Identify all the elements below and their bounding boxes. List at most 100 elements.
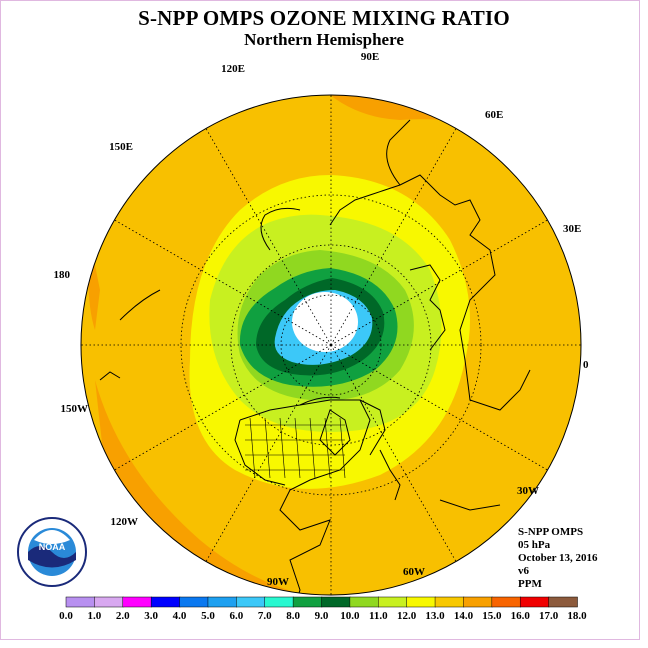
colorbar-swatch [179,596,209,608]
longitude-label: 0 [583,359,589,371]
colorbar-tick-label: 1.0 [88,610,102,622]
meridian-line [205,344,332,562]
colorbar-swatch [378,596,408,608]
info-block: S-NPP OMPS 05 hPa October 13, 2016 v6 PP… [518,526,598,591]
colorbar-tick-label: 2.0 [116,610,130,622]
coastline-segment [409,264,446,351]
logo-bird [34,530,70,544]
longitude-label: 90E [361,51,379,63]
colorbar-swatch [94,596,124,608]
longitude-label: 150W [61,403,89,415]
longitude-label: 90W [267,576,289,588]
colorbar-swatch [548,596,578,608]
logo-wave [28,546,76,568]
state-line [264,417,271,479]
orange-patch-top [330,95,520,140]
coastlines [99,119,531,595]
longitude-label: 120E [221,63,245,75]
longitude-label: 60W [403,566,425,578]
colorbar-tick-label: 7.0 [258,610,272,622]
state-line [279,417,286,479]
colorbar-swatch [406,596,436,608]
longitude-label: 150E [109,141,133,153]
coastline-segment [99,371,121,381]
chart-title: S-NPP OMPS OZONE MIXING RATIO [138,6,510,30]
colorbar-swatch [264,596,294,608]
colorbar-tick-label: 17.0 [539,610,559,622]
colorbar-tick-label: 11.0 [369,610,388,622]
meridian-line [330,344,457,562]
longitude-label: 180 [54,269,71,281]
colorbar-tick-label: 4.0 [173,610,187,622]
colorbar-swatch [321,596,351,608]
chart-subtitle: Northern Hemisphere [244,30,404,49]
info-instrument: S-NPP OMPS [518,526,584,538]
state-line [324,417,331,479]
coastline-segment [386,119,411,186]
coastline-segment [359,399,386,456]
coastline-segment [239,399,371,595]
meridian-line [330,344,548,471]
coastline-segment [379,449,401,501]
colorbar-tick-label: 0.0 [59,610,73,622]
meridian-line [114,219,332,346]
colorbar-swatch [292,596,323,608]
coastline-segment [329,174,531,411]
graticule [81,95,581,595]
meridian-line [330,128,457,346]
colorbar-swatch [122,596,152,608]
logo-text: NOAA [39,542,66,552]
coastline-segment [119,289,161,321]
longitude-label: 120W [111,516,139,528]
colorbar-swatch [434,596,465,608]
colorbar-swatch [207,596,238,608]
state-boundaries [245,417,346,479]
figure-frame [0,0,640,640]
colorbar: 0.0 1.0 2.0 3.0 4.0 5.0 6.0 7.0 8.0 9.0 10.0 11.0 12… [59,596,587,622]
colorbar-tick-label: 8.0 [286,610,300,622]
colorbar-tick-label: 3.0 [144,610,158,622]
colorbar-tick-label: 6.0 [229,610,243,622]
colorbar-swatch [463,596,493,608]
info-version: v6 [518,565,529,577]
colorbar-swatch [236,596,266,608]
coastline-segment [299,396,341,406]
ozone-field [81,95,581,595]
longitude-label: 30W [517,485,539,497]
meridian-line [330,219,548,346]
latitude-circle [280,294,382,396]
info-date: October 13, 2016 [518,552,598,564]
state-line [339,417,346,479]
state-line [309,417,316,479]
coastline-segment [234,419,286,486]
colorbar-swatch [519,596,550,608]
colorbar-swatch [150,596,181,608]
colorbar-tick-label: 12.0 [397,610,417,622]
coastline-segment [260,207,301,251]
longitude-label: 60E [485,109,503,121]
colorbar-swatch [65,596,96,608]
colorbar-swatch [491,596,521,608]
longitude-label: 30E [563,223,581,235]
colorbar-tick-label: 16.0 [511,610,531,622]
noaa-logo: NOAA [17,517,87,587]
info-units: PPM [518,578,542,590]
info-pressure: 05 hPa [518,539,551,551]
colorbar-swatch [349,596,380,608]
colorbar-tick-label: 13.0 [425,610,445,622]
polar-gap [292,292,358,352]
coastline-segment [439,499,501,511]
meridian-line [114,344,332,471]
map-border [80,94,582,596]
latitude-circle [180,194,482,496]
state-line [249,417,256,479]
colorbar-tick-label: 15.0 [482,610,502,622]
colorbar-tick-label: 10.0 [340,610,360,622]
colorbar-tick-label: 18.0 [567,610,587,622]
colorbar-tick-label: 5.0 [201,610,215,622]
colorbar-tick-label: 9.0 [315,610,329,622]
state-line [294,417,301,479]
meridian-line [205,128,332,346]
orange-patch-left [95,380,330,595]
